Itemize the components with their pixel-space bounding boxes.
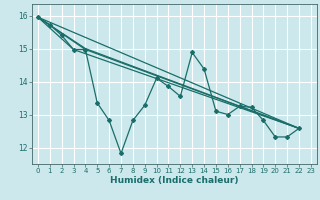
X-axis label: Humidex (Indice chaleur): Humidex (Indice chaleur) xyxy=(110,176,239,185)
